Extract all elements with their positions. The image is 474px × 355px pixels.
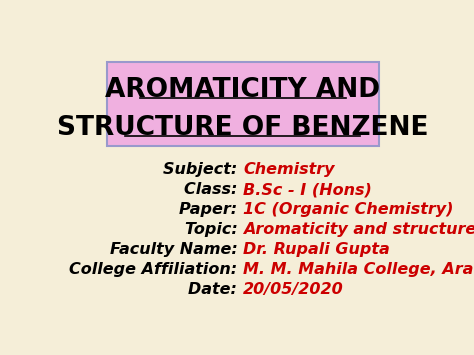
Text: Chemistry: Chemistry <box>243 162 335 177</box>
Text: B.Sc - I (Hons): B.Sc - I (Hons) <box>243 182 372 197</box>
Text: 1C (Organic Chemistry): 1C (Organic Chemistry) <box>243 202 454 217</box>
Text: STRUCTURE OF BENZENE: STRUCTURE OF BENZENE <box>57 115 428 141</box>
Text: Dr. Rupali Gupta: Dr. Rupali Gupta <box>243 242 390 257</box>
Text: Topic:: Topic: <box>184 222 243 237</box>
FancyBboxPatch shape <box>107 62 379 147</box>
Text: 20/05/2020: 20/05/2020 <box>243 282 344 297</box>
Text: AROMATICITY AND: AROMATICITY AND <box>105 77 381 103</box>
Text: Faculty Name:: Faculty Name: <box>109 242 243 257</box>
Text: M. M. Mahila College, Ara: M. M. Mahila College, Ara <box>243 262 474 277</box>
Text: Class:: Class: <box>184 182 243 197</box>
Text: College Affiliation:: College Affiliation: <box>69 262 243 277</box>
Text: Aromaticity and structure of benzene: Aromaticity and structure of benzene <box>243 222 474 237</box>
Text: Paper:: Paper: <box>179 202 243 217</box>
Text: Subject:: Subject: <box>163 162 243 177</box>
Text: Date:: Date: <box>189 282 243 297</box>
